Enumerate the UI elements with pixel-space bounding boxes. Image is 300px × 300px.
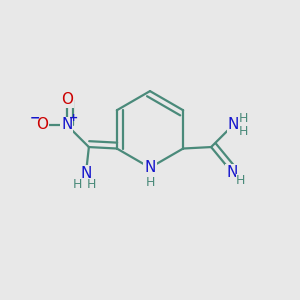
Text: N: N (227, 118, 239, 133)
Text: N: N (226, 165, 237, 180)
Text: O: O (36, 118, 48, 133)
Text: O: O (61, 92, 73, 107)
Text: H: H (239, 125, 248, 138)
Text: N: N (144, 160, 156, 175)
Text: H: H (145, 176, 155, 190)
Text: +: + (69, 113, 79, 124)
Text: H: H (86, 178, 96, 191)
Text: H: H (236, 174, 245, 188)
Text: N: N (80, 166, 92, 181)
Text: N: N (61, 118, 73, 133)
Text: −: − (30, 112, 40, 125)
Text: H: H (72, 178, 82, 191)
Text: H: H (239, 112, 248, 125)
